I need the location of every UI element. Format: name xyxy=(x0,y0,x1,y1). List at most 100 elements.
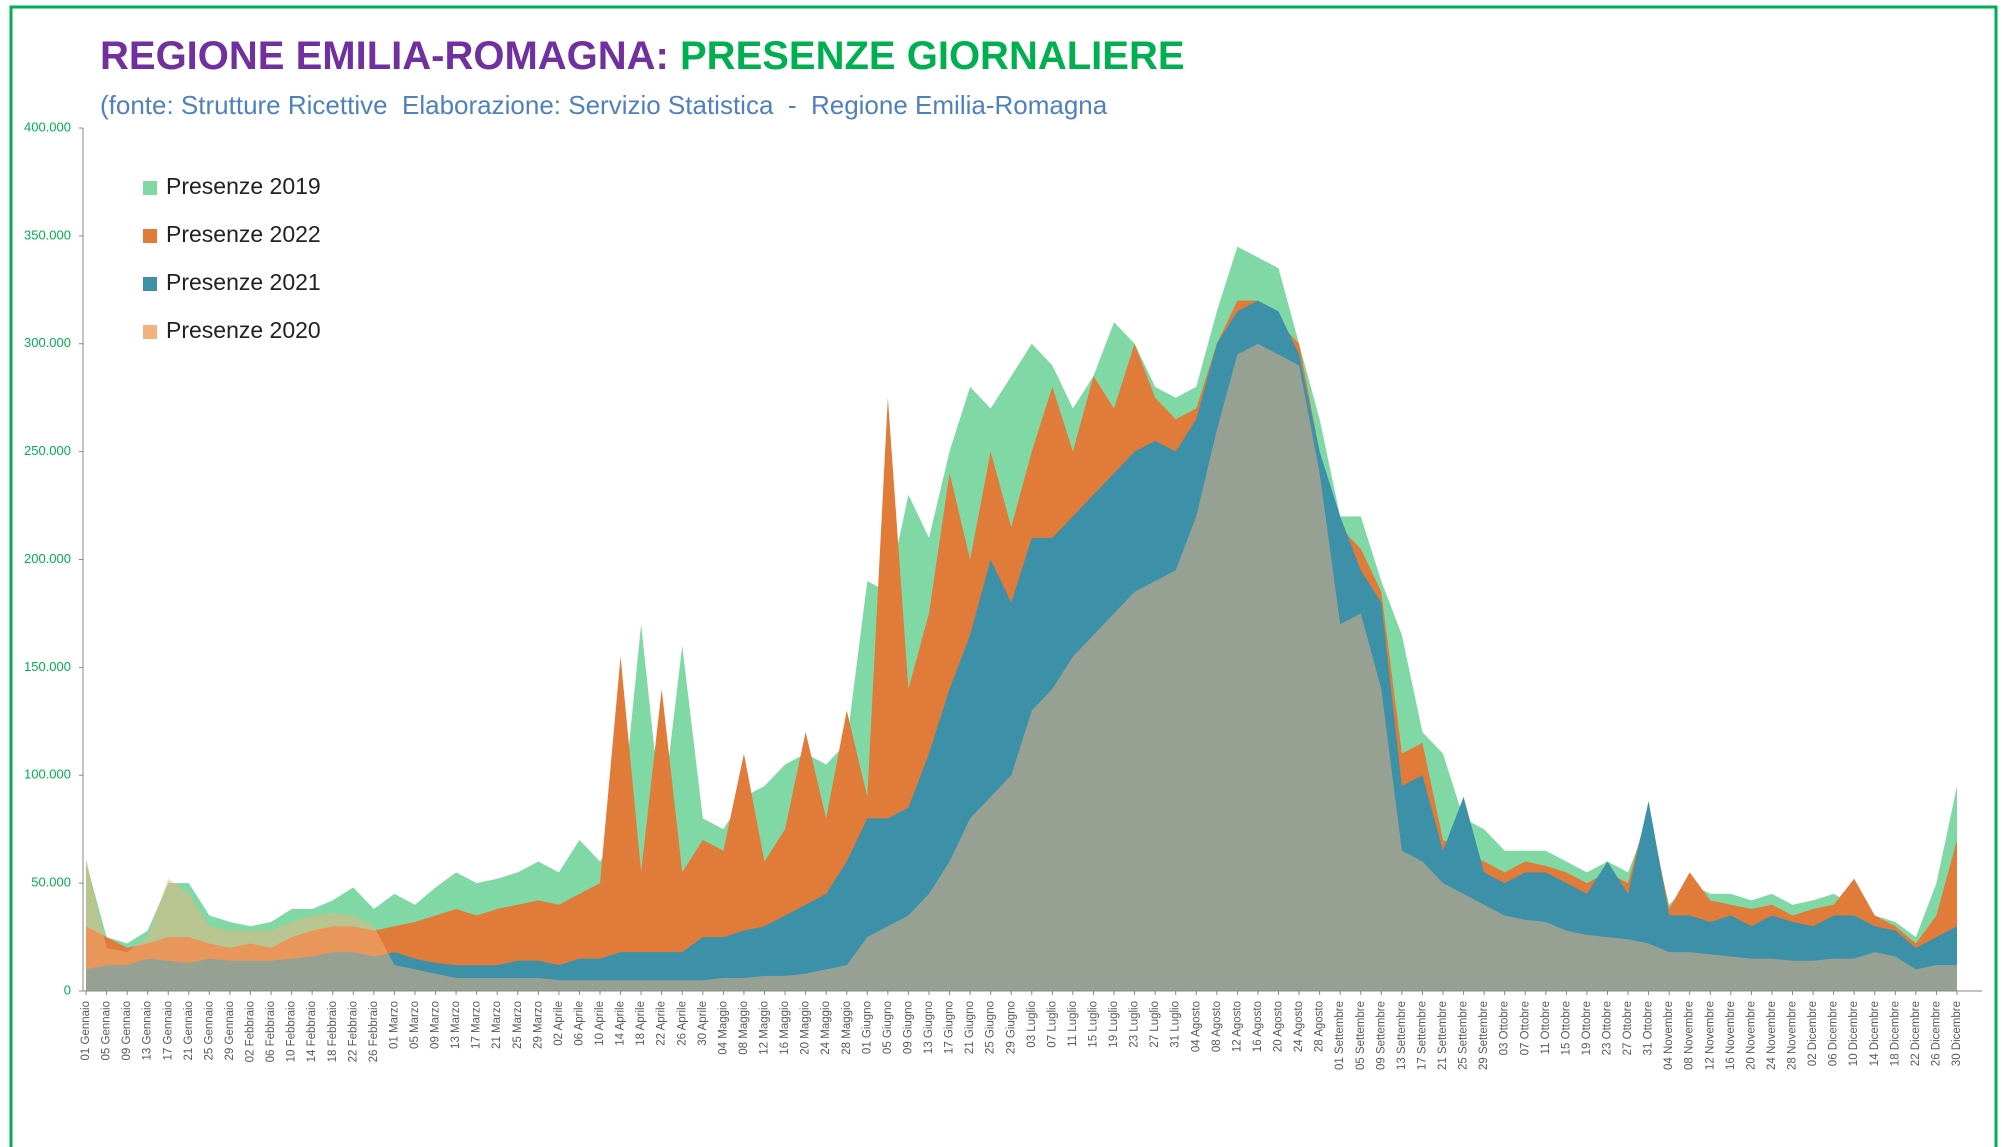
y-tick-label: 150.000 xyxy=(24,659,71,674)
x-tick-label: 05 Gennaio xyxy=(101,1001,113,1060)
legend-swatch xyxy=(143,229,157,243)
x-tick-label: 22 Febbraio xyxy=(347,1001,359,1062)
x-tick-label: 23 Ottobre xyxy=(1602,1001,1614,1055)
y-tick-label: 0 xyxy=(64,982,71,997)
x-tick-label: 12 Novembre xyxy=(1704,1001,1716,1070)
legend-swatch xyxy=(143,181,157,195)
x-tick-label: 21 Giugno xyxy=(964,1001,976,1054)
y-tick-label: 300.000 xyxy=(24,335,71,350)
x-tick-label: 11 Luglio xyxy=(1067,1001,1079,1047)
x-tick-label: 22 Aprile xyxy=(656,1001,668,1046)
x-tick-label: 08 Maggio xyxy=(738,1001,750,1055)
x-tick-label: 15 Luglio xyxy=(1087,1001,1099,1048)
x-tick-label: 25 Settembre xyxy=(1458,1001,1470,1070)
x-tick-label: 29 Gennaio xyxy=(224,1001,236,1060)
x-tick-label: 02 Dicembre xyxy=(1807,1001,1819,1066)
x-tick-label: 18 Aprile xyxy=(635,1001,647,1046)
x-tick-label: 25 Giugno xyxy=(985,1001,997,1054)
legend-label: Presenze 2021 xyxy=(166,269,321,295)
y-tick-label: 350.000 xyxy=(24,227,71,242)
x-tick-label: 06 Febbraio xyxy=(265,1001,277,1062)
x-tick-label: 07 Ottobre xyxy=(1519,1001,1531,1055)
title-highlight: PRESENZE GIORNALIERE xyxy=(680,34,1185,78)
x-tick-label: 12 Maggio xyxy=(759,1001,771,1055)
x-tick-label: 10 Febbraio xyxy=(286,1001,298,1062)
x-tick-label: 23 Luglio xyxy=(1129,1001,1141,1048)
x-tick-label: 03 Luglio xyxy=(1026,1001,1038,1048)
x-tick-label: 01 Settembre xyxy=(1334,1001,1346,1070)
legend-label: Presenze 2020 xyxy=(166,317,321,343)
x-tick-label: 26 Dicembre xyxy=(1930,1001,1942,1066)
x-tick-label: 04 Novembre xyxy=(1663,1001,1675,1070)
x-tick-label: 24 Agosto xyxy=(1293,1001,1305,1052)
x-tick-label: 04 Agosto xyxy=(1190,1001,1202,1052)
x-tick-label: 29 Settembre xyxy=(1478,1001,1490,1070)
x-tick-label: 14 Aprile xyxy=(615,1001,627,1046)
x-tick-label: 17 Marzo xyxy=(471,1001,483,1049)
x-tick-label: 16 Novembre xyxy=(1725,1001,1737,1070)
legend-label: Presenze 2022 xyxy=(166,221,321,247)
x-tick-label: 14 Febbraio xyxy=(306,1001,318,1062)
x-tick-label: 28 Maggio xyxy=(841,1001,853,1055)
x-tick-label: 09 Giugno xyxy=(902,1001,914,1054)
title-part: REGIONE EMILIA-ROMAGNA: xyxy=(100,34,669,78)
area xyxy=(86,343,1957,991)
x-tick-label: 16 Agosto xyxy=(1252,1001,1264,1052)
x-tick-label: 17 Settembre xyxy=(1416,1001,1428,1070)
x-tick-label: 13 Marzo xyxy=(450,1001,462,1049)
x-tick-label: 09 Gennaio xyxy=(121,1001,133,1060)
x-tick-label: 08 Agosto xyxy=(1211,1001,1223,1052)
x-tick-label: 24 Maggio xyxy=(820,1001,832,1055)
x-tick-label: 13 Giugno xyxy=(923,1001,935,1054)
x-tick-label: 26 Febbraio xyxy=(368,1001,380,1062)
x-tick-label: 31 Ottobre xyxy=(1643,1001,1655,1055)
x-tick-label: 29 Giugno xyxy=(1005,1001,1017,1054)
x-tick-label: 21 Settembre xyxy=(1437,1001,1449,1070)
legend-swatch xyxy=(143,277,157,291)
x-tick-label: 01 Giugno xyxy=(861,1001,873,1054)
y-tick-label: 200.000 xyxy=(24,551,71,566)
x-tick-label: 22 Dicembre xyxy=(1910,1001,1922,1066)
legend-label: Presenze 2019 xyxy=(166,173,321,199)
x-tick-label: 20 Maggio xyxy=(800,1001,812,1055)
x-tick-label: 29 Marzo xyxy=(532,1001,544,1049)
x-tick-label: 11 Ottobre xyxy=(1540,1001,1552,1055)
x-tick-label: 18 Dicembre xyxy=(1889,1001,1901,1066)
x-tick-label: 12 Agosto xyxy=(1231,1001,1243,1052)
y-tick-label: 400.000 xyxy=(24,119,71,134)
x-tick-label: 06 Aprile xyxy=(573,1001,585,1046)
subtitle: (fonte: Strutture Ricettive Elaborazione… xyxy=(100,90,1108,120)
x-tick-label: 07 Luglio xyxy=(1046,1001,1058,1048)
x-tick-label: 13 Gennaio xyxy=(142,1001,154,1060)
x-tick-label: 05 Settembre xyxy=(1355,1001,1367,1070)
x-tick-label: 18 Febbraio xyxy=(327,1001,339,1062)
x-tick-label: 20 Agosto xyxy=(1273,1001,1285,1052)
x-tick-label: 16 Maggio xyxy=(779,1001,791,1055)
x-tick-label: 24 Novembre xyxy=(1766,1001,1778,1070)
x-tick-label: 09 Settembre xyxy=(1375,1001,1387,1070)
x-tick-label: 27 Luglio xyxy=(1149,1001,1161,1048)
chart-title: REGIONE EMILIA-ROMAGNA: PRESENZE GIORNAL… xyxy=(100,34,1185,78)
x-tick-label: 08 Novembre xyxy=(1684,1001,1696,1070)
y-tick-label: 50.000 xyxy=(31,875,71,890)
x-tick-label: 19 Ottobre xyxy=(1581,1001,1593,1055)
x-tick-label: 31 Luglio xyxy=(1170,1001,1182,1048)
x-tick-label: 05 Marzo xyxy=(409,1001,421,1049)
x-tick-label: 01 Marzo xyxy=(388,1001,400,1049)
x-tick-label: 15 Ottobre xyxy=(1560,1001,1572,1055)
legend-swatch xyxy=(143,325,157,339)
x-tick-label: 03 Ottobre xyxy=(1499,1001,1511,1055)
x-tick-label: 26 Aprile xyxy=(676,1001,688,1046)
frame xyxy=(9,5,1998,1147)
x-tick-label: 01 Gennaio xyxy=(80,1001,92,1060)
x-tick-label: 20 Novembre xyxy=(1745,1001,1757,1070)
x-tick-label: 10 Dicembre xyxy=(1848,1001,1860,1066)
x-tick-label: 30 Dicembre xyxy=(1951,1001,1963,1066)
x-tick-label: 30 Aprile xyxy=(697,1001,709,1046)
x-tick-label: 21 Marzo xyxy=(491,1001,503,1049)
x-tick-label: 02 Febbraio xyxy=(245,1001,257,1062)
x-tick-label: 28 Novembre xyxy=(1787,1001,1799,1070)
x-tick-label: 06 Dicembre xyxy=(1828,1001,1840,1066)
x-tick-label: 10 Aprile xyxy=(594,1001,606,1046)
